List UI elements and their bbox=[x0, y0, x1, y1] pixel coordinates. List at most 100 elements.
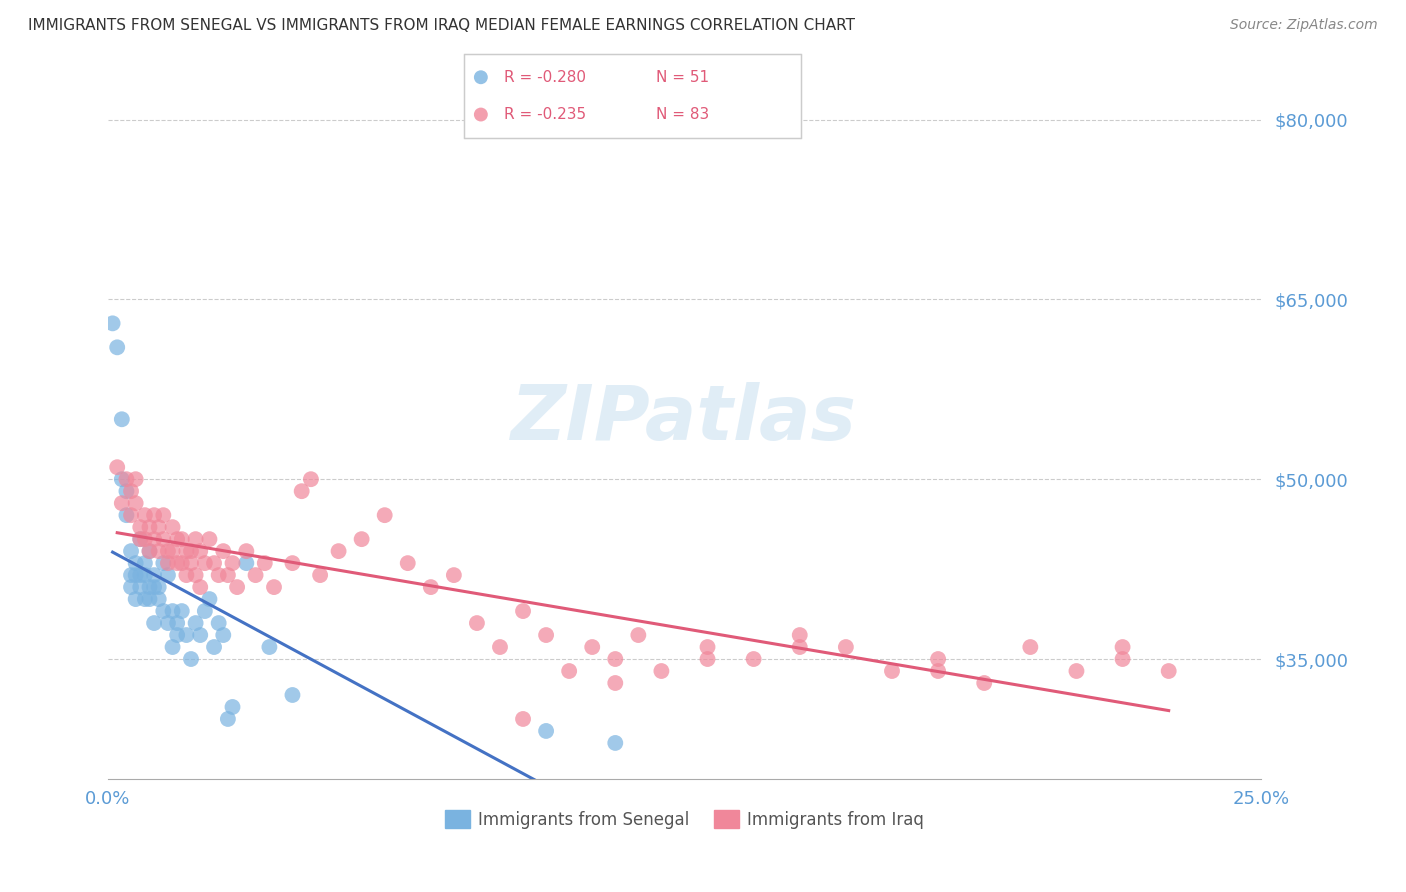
Point bbox=[176, 568, 198, 582]
Point bbox=[138, 592, 160, 607]
Point bbox=[134, 592, 156, 607]
Point bbox=[291, 484, 314, 499]
Point bbox=[115, 484, 138, 499]
Point bbox=[226, 580, 249, 594]
Point bbox=[166, 628, 188, 642]
Point bbox=[143, 508, 166, 523]
Point bbox=[124, 568, 146, 582]
Point bbox=[129, 568, 152, 582]
Point bbox=[184, 532, 207, 546]
Point bbox=[512, 712, 534, 726]
Point bbox=[281, 556, 304, 570]
Point bbox=[156, 556, 179, 570]
Point bbox=[605, 652, 627, 666]
Point bbox=[443, 568, 465, 582]
Point bbox=[309, 568, 332, 582]
Point bbox=[299, 472, 322, 486]
Point bbox=[927, 652, 949, 666]
Point bbox=[558, 664, 581, 678]
Point bbox=[208, 616, 231, 631]
Point bbox=[166, 616, 188, 631]
Point bbox=[170, 556, 193, 570]
Point bbox=[120, 568, 142, 582]
Point bbox=[180, 556, 202, 570]
Point bbox=[512, 604, 534, 618]
Point bbox=[152, 604, 174, 618]
Point bbox=[134, 508, 156, 523]
Point bbox=[156, 568, 179, 582]
Point bbox=[605, 676, 627, 690]
Point bbox=[489, 640, 512, 654]
Point bbox=[419, 580, 441, 594]
Point bbox=[208, 568, 231, 582]
Point bbox=[129, 532, 152, 546]
Point bbox=[650, 664, 672, 678]
Point bbox=[162, 640, 184, 654]
Point bbox=[374, 508, 396, 523]
Point bbox=[973, 676, 995, 690]
Point bbox=[221, 556, 243, 570]
Point bbox=[202, 640, 225, 654]
Point bbox=[835, 640, 858, 654]
Point bbox=[134, 556, 156, 570]
Text: N = 51: N = 51 bbox=[657, 70, 710, 85]
Point bbox=[120, 580, 142, 594]
Point bbox=[212, 628, 235, 642]
Point bbox=[198, 592, 221, 607]
Point bbox=[111, 472, 134, 486]
Point bbox=[221, 700, 243, 714]
Point bbox=[1019, 640, 1042, 654]
Point bbox=[350, 532, 373, 546]
Point bbox=[742, 652, 765, 666]
Point bbox=[120, 508, 142, 523]
Legend: Immigrants from Senegal, Immigrants from Iraq: Immigrants from Senegal, Immigrants from… bbox=[437, 804, 931, 835]
Point bbox=[188, 628, 211, 642]
Point bbox=[138, 544, 160, 558]
Point bbox=[1111, 652, 1133, 666]
Point bbox=[789, 640, 811, 654]
Point bbox=[143, 568, 166, 582]
Point bbox=[581, 640, 603, 654]
Point bbox=[120, 484, 142, 499]
Point bbox=[138, 580, 160, 594]
Point bbox=[170, 604, 193, 618]
Point bbox=[176, 544, 198, 558]
Point bbox=[170, 532, 193, 546]
Point bbox=[134, 568, 156, 582]
Point bbox=[180, 652, 202, 666]
Point bbox=[180, 544, 202, 558]
Point bbox=[105, 460, 128, 475]
Point bbox=[184, 568, 207, 582]
Text: IMMIGRANTS FROM SENEGAL VS IMMIGRANTS FROM IRAQ MEDIAN FEMALE EARNINGS CORRELATI: IMMIGRANTS FROM SENEGAL VS IMMIGRANTS FR… bbox=[28, 18, 855, 33]
Point bbox=[148, 520, 170, 534]
Point bbox=[115, 508, 138, 523]
Point bbox=[245, 568, 267, 582]
Point bbox=[328, 544, 350, 558]
Point bbox=[212, 544, 235, 558]
Point bbox=[1111, 640, 1133, 654]
Point bbox=[166, 556, 188, 570]
Point bbox=[143, 532, 166, 546]
Point bbox=[162, 544, 184, 558]
Point bbox=[124, 472, 146, 486]
Point bbox=[124, 496, 146, 510]
Point bbox=[235, 556, 257, 570]
Text: N = 83: N = 83 bbox=[657, 107, 710, 122]
Point bbox=[627, 628, 650, 642]
Point bbox=[927, 664, 949, 678]
Point bbox=[152, 508, 174, 523]
Text: R = -0.280: R = -0.280 bbox=[505, 70, 586, 85]
Point bbox=[105, 340, 128, 354]
Point bbox=[111, 412, 134, 426]
Point bbox=[162, 604, 184, 618]
Point bbox=[880, 664, 903, 678]
Point bbox=[235, 544, 257, 558]
Point bbox=[134, 532, 156, 546]
Point bbox=[184, 616, 207, 631]
Text: Source: ZipAtlas.com: Source: ZipAtlas.com bbox=[1230, 18, 1378, 32]
Point bbox=[124, 592, 146, 607]
Point bbox=[129, 520, 152, 534]
Text: ZIPatlas: ZIPatlas bbox=[512, 383, 858, 457]
Point bbox=[152, 532, 174, 546]
Point bbox=[129, 532, 152, 546]
